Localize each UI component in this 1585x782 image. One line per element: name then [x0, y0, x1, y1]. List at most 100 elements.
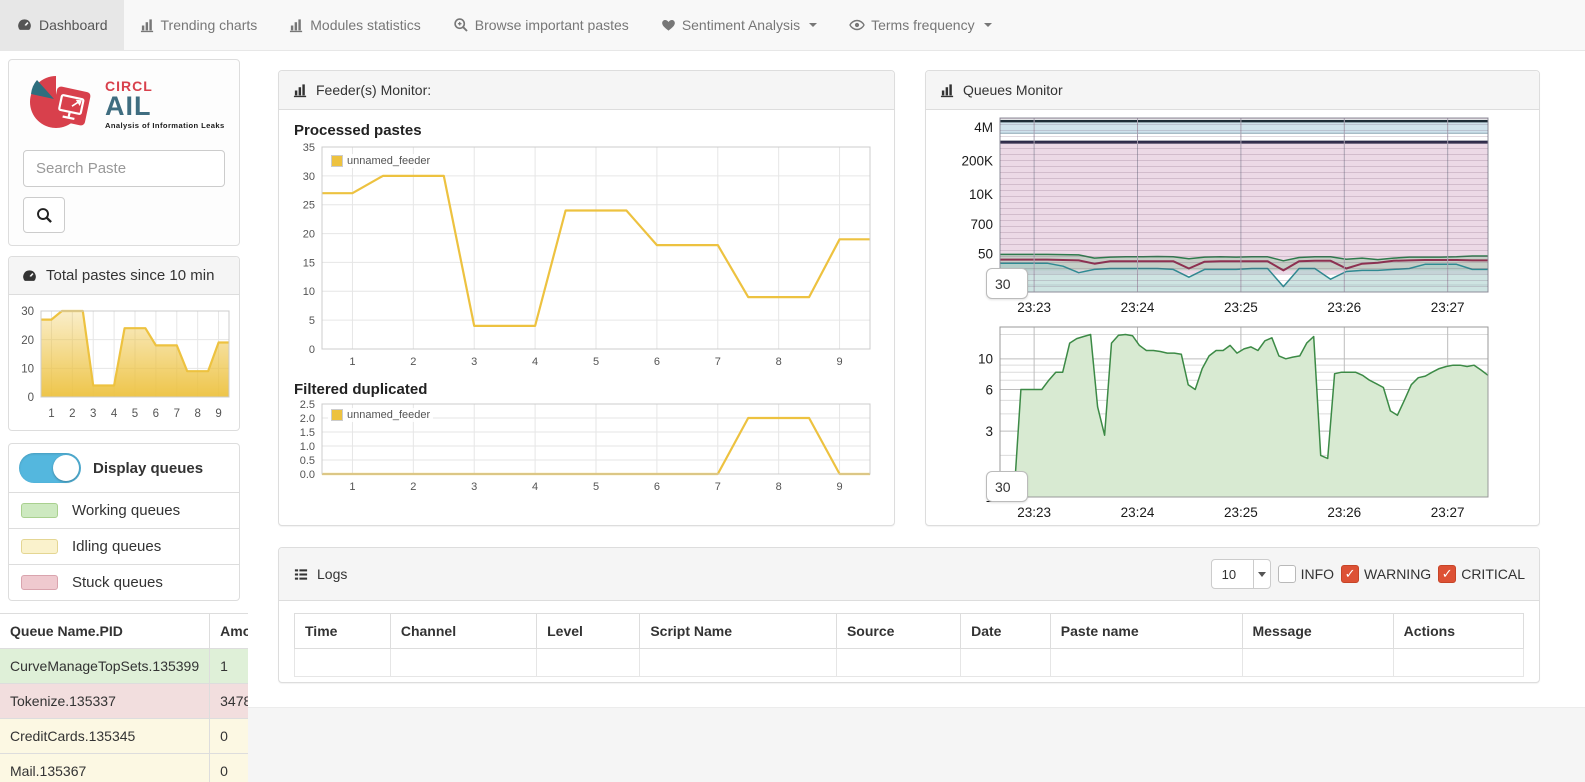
legend-label: Working queues	[72, 502, 181, 519]
warning-checkbox[interactable]: ✓	[1341, 565, 1360, 583]
svg-text:5: 5	[593, 356, 599, 368]
svg-text:700: 700	[970, 217, 993, 232]
nav-item-dashboard[interactable]: Dashboard	[0, 0, 124, 50]
display-queues-label: Display queues	[93, 459, 204, 477]
total-pastes-title: Total pastes since 10 min	[46, 267, 215, 284]
legend-swatch	[331, 409, 343, 421]
info-checkbox[interactable]	[1277, 565, 1296, 583]
queues-window-badge[interactable]: 30	[986, 268, 1028, 299]
logs-header-level: Level	[536, 613, 641, 649]
nav-item-trending-charts[interactable]: Trending charts	[124, 0, 274, 50]
nav-label: Trending charts	[160, 17, 258, 33]
svg-text:9: 9	[215, 408, 221, 420]
filter-warning: ✓ WARNING	[1341, 565, 1431, 583]
legend-label: Stuck queues	[72, 574, 163, 591]
logo-brand-main: AIL	[105, 90, 152, 121]
search-icon	[36, 207, 52, 223]
display-queues-toggle[interactable]	[19, 453, 81, 483]
svg-text:8: 8	[776, 356, 782, 368]
svg-text:25: 25	[303, 200, 315, 212]
queue-name: Tokenize.135337	[0, 683, 211, 719]
svg-text:2.0: 2.0	[300, 413, 315, 425]
chart-title-processed-pastes: Processed pastes	[294, 122, 422, 139]
panel-title: Queues Monitor	[963, 82, 1063, 98]
selected-value: 10	[1221, 566, 1237, 582]
panel-title: Feeder(s) Monitor:	[316, 82, 432, 98]
svg-text:35: 35	[303, 142, 315, 154]
svg-text:7: 7	[715, 481, 721, 493]
queue-amount: 0	[209, 753, 248, 782]
table-row: CreditCards.135345 0	[0, 718, 248, 754]
log-page-size-select[interactable]: 10	[1210, 559, 1271, 589]
svg-text:4: 4	[532, 356, 538, 368]
chart-legend: unnamed_feeder	[328, 154, 434, 168]
svg-text:8: 8	[194, 408, 200, 420]
legend-label: unnamed_feeder	[347, 409, 431, 421]
svg-text:4M: 4M	[974, 120, 993, 135]
legend-swatch	[331, 155, 343, 167]
filter-critical: ✓ CRITICAL	[1438, 565, 1525, 583]
legend-label: unnamed_feeder	[347, 155, 431, 167]
svg-text:5: 5	[593, 481, 599, 493]
svg-text:2: 2	[69, 408, 75, 420]
svg-text:6: 6	[654, 356, 660, 368]
nav-item-modules-statistics[interactable]: Modules statistics	[273, 0, 436, 50]
svg-text:8: 8	[776, 481, 782, 493]
queues-monitor-panel: Queues Monitor 3 50 700 10K 200K 4M 23:23 23:24…	[925, 70, 1540, 526]
total-pastes-sparkline-chart: 0 10 20 30 1 2 3 4 5 6 7 8 9	[13, 303, 235, 426]
logs-header-paste-name: Paste name	[1049, 613, 1243, 649]
table-row: Mail.135367 0	[0, 753, 248, 782]
svg-text:2.5: 2.5	[300, 400, 315, 411]
queues-amount-chart: 35070010K200K4M23:2323:2423:2523:2623:27…	[940, 116, 1525, 321]
search-paste-input[interactable]	[23, 150, 225, 187]
nav-item-browse-important-pastes[interactable]: Browse important pastes	[437, 0, 645, 50]
queue-amount: 1	[209, 648, 248, 684]
filter-info: INFO	[1277, 565, 1334, 583]
logs-header-time: Time	[294, 613, 391, 649]
queue-name: Mail.135367	[0, 753, 211, 782]
queue-table-header-name: Queue Name.PID	[0, 613, 211, 649]
svg-text:23:25: 23:25	[1224, 300, 1258, 315]
table-row: Tokenize.135337 3478111	[0, 683, 248, 719]
svg-text:4: 4	[532, 481, 538, 493]
svg-text:23:23: 23:23	[1017, 300, 1051, 315]
critical-checkbox[interactable]: ✓	[1438, 565, 1457, 583]
svg-text:23:26: 23:26	[1327, 505, 1361, 520]
svg-text:2: 2	[410, 481, 416, 493]
logs-empty-row	[294, 648, 1525, 677]
stuck-queues-swatch	[21, 575, 58, 590]
svg-text:23:27: 23:27	[1431, 300, 1465, 315]
chevron-down-icon	[983, 23, 992, 27]
search-button[interactable]	[23, 197, 65, 233]
feeder-monitor-panel: Feeder(s) Monitor: Processed pastes 0 5 10…	[278, 70, 895, 526]
svg-text:0: 0	[309, 344, 315, 356]
nav-item-terms-frequency[interactable]: Terms frequency	[833, 0, 1007, 50]
queue-table-header-amount: Amount	[209, 613, 248, 649]
svg-text:7: 7	[715, 356, 721, 368]
svg-text:200K: 200K	[961, 153, 993, 168]
svg-text:23:24: 23:24	[1121, 505, 1155, 520]
queue-amount: 3478111	[209, 683, 248, 719]
filter-label: WARNING	[1364, 566, 1432, 582]
nav-label: Sentiment Analysis	[681, 17, 801, 33]
tachometer-icon	[23, 269, 36, 281]
svg-text:10: 10	[978, 352, 993, 367]
svg-text:7: 7	[174, 408, 180, 420]
svg-text:30: 30	[303, 171, 315, 183]
processed-pastes-chart: 0 5 10 15 20 25 30 35 1 2 3 4 5 6 7 8 9 unnamed_feeder	[292, 141, 881, 374]
nav-item-sentiment-analysis[interactable]: Sentiment Analysis	[645, 0, 833, 50]
total-pastes-panel: Total pastes since 10 min 0 10 20 30 1 2 3 4 5 6 7…	[8, 256, 240, 431]
svg-text:23:24: 23:24	[1121, 300, 1155, 315]
queue-name: CurveManageTopSets.135399	[0, 648, 211, 684]
svg-text:3: 3	[985, 424, 993, 439]
svg-text:23:25: 23:25	[1224, 505, 1258, 520]
svg-text:1: 1	[349, 481, 355, 493]
queues-window-badge[interactable]: 30	[986, 471, 1028, 502]
working-queues-swatch	[21, 503, 58, 518]
page-footer	[248, 707, 1585, 782]
heart-icon	[661, 19, 675, 31]
svg-text:6: 6	[654, 481, 660, 493]
tachometer-icon	[18, 19, 31, 30]
bar-chart-icon	[290, 18, 303, 32]
idling-queues-swatch	[21, 539, 58, 554]
